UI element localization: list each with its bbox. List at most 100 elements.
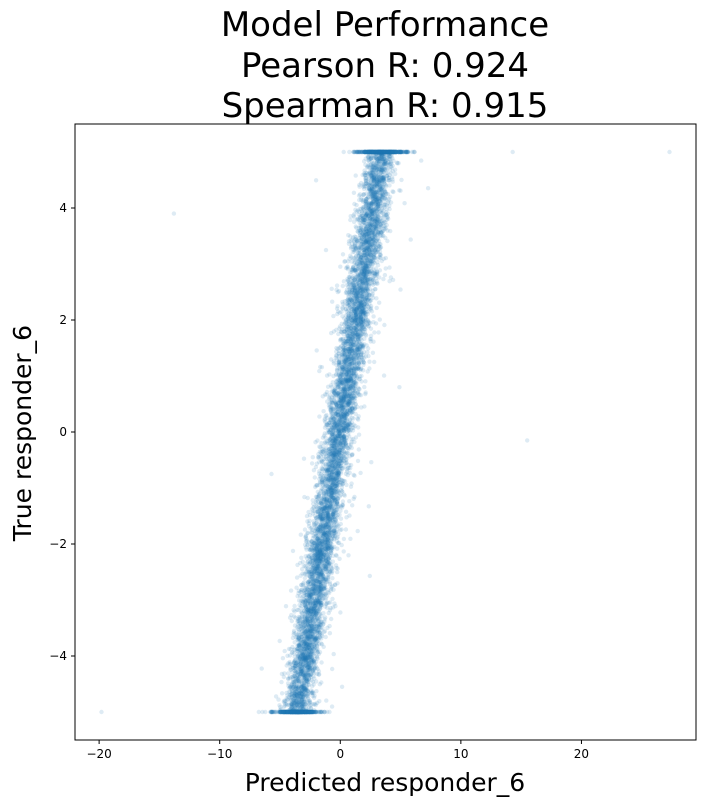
title-line-2: Pearson R: 0.924 [241,46,529,86]
scatter-point [317,612,322,618]
scatter-point [352,364,358,369]
scatter-point [305,617,310,622]
scatter-point [325,518,331,524]
scatter-point [330,432,335,437]
scatter-point [363,379,368,384]
scatter-point [366,158,371,163]
scatter-point [292,679,297,685]
scatter-point [359,260,365,265]
scatter-point [353,309,358,315]
scatter-point [333,464,338,469]
scatter-point [300,701,306,706]
scatter-point [329,432,334,437]
scatter-point [318,551,323,556]
scatter-point [353,340,359,346]
scatter-point [340,380,345,385]
scatter-point [316,493,322,498]
scatter-point [301,628,307,633]
scatter-point [329,493,334,499]
scatter-point [330,576,335,581]
scatter-point [308,609,313,614]
scatter-point [291,702,296,707]
scatter-point [313,617,318,623]
scatter-point [358,254,363,260]
scatter-point [364,196,369,202]
scatter-point [337,448,342,453]
scatter-point [365,239,370,244]
scatter-point [314,545,319,550]
scatter-point [345,302,350,307]
scatter-point [369,243,374,248]
scatter-point [324,469,330,474]
scatter-point [327,454,332,459]
scatter-point [318,549,323,554]
scatter-point [330,432,335,437]
scatter-point [341,434,346,439]
scatter-point [279,691,285,696]
scatter-point [337,450,343,455]
scatter-point [322,505,327,510]
scatter-point [384,161,389,166]
scatter-point [317,561,322,566]
scatter-point [304,539,310,544]
scatter-point [377,156,382,161]
scatter-point [360,249,365,254]
scatter-point [347,323,352,328]
scatter-point [303,658,309,663]
scatter-point [365,292,370,297]
scatter-point [338,418,344,423]
scatter-point [351,378,357,383]
scatter-point [333,418,339,423]
scatter-point [304,569,309,574]
scatter-point [344,515,349,520]
scatter-point [324,698,329,703]
scatter-point [326,545,331,551]
scatter-point [348,214,353,219]
scatter-point [302,652,308,658]
scatter-point [350,381,356,386]
scatter-point [367,170,372,176]
scatter-point [368,216,373,221]
scatter-point [357,285,362,290]
scatter-point [328,533,333,538]
scatter-point [304,642,310,647]
scatter-point [286,702,291,708]
scatter-point [311,586,316,591]
scatter-point [318,554,324,560]
scatter-point [327,372,332,377]
scatter-point [319,571,324,576]
title-line-1: Model Performance [221,5,549,45]
scatter-point [341,428,346,433]
scatter-point [347,499,352,504]
scatter-point [347,362,353,367]
scatter-point [347,319,352,325]
scatter-point [363,391,368,397]
scatter-point [346,321,351,326]
scatter-point [361,304,366,309]
scatter-point [336,331,341,337]
scatter-point [363,248,368,253]
scatter-point [317,606,322,612]
scatter-point [313,637,318,643]
scatter-point [308,623,313,628]
scatter-point [388,228,393,234]
scatter-point [362,384,367,390]
scatter-point [367,228,372,233]
scatter-point [329,286,334,291]
scatter-point [304,656,310,661]
scatter-point [368,253,373,258]
scatter-point [353,268,358,273]
scatter-point [351,289,357,295]
scatter-point [345,472,350,478]
scatter-point [352,362,357,368]
scatter-point [330,666,335,672]
scatter-point [342,347,347,352]
scatter-point [282,648,287,654]
scatter-point [336,504,341,510]
scatter-point [304,617,309,623]
scatter-point [327,395,332,400]
scatter-point [295,686,300,691]
scatter-point [347,417,353,422]
scatter-point [331,651,336,657]
scatter-point [360,280,365,285]
